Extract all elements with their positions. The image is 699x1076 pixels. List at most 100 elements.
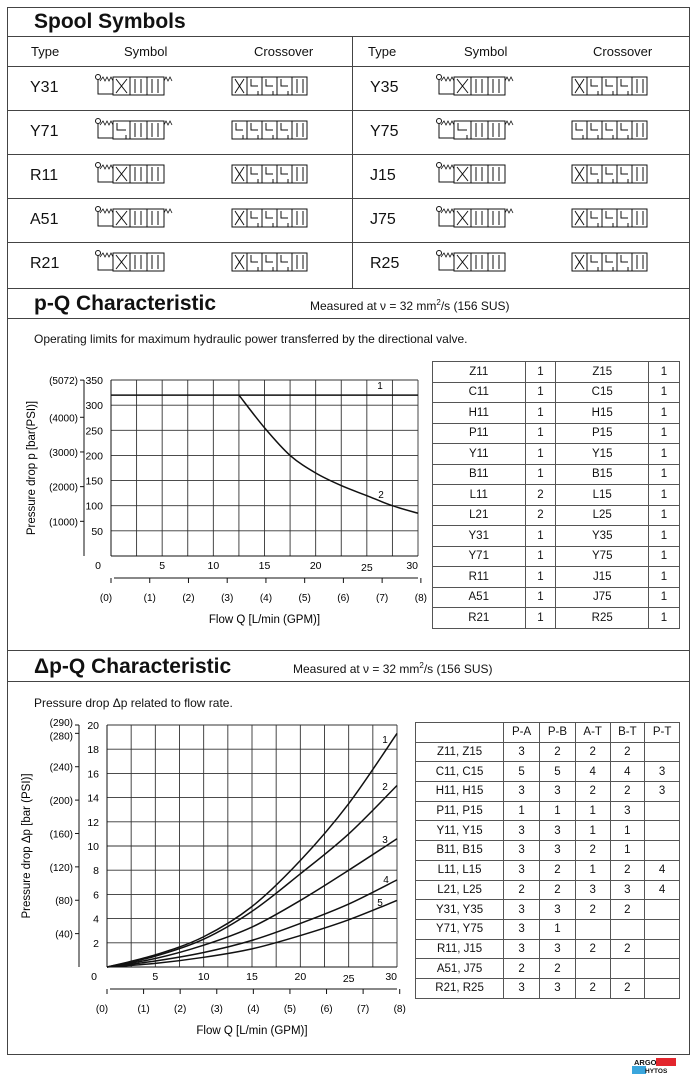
x-axis-label: Flow Q [L/min (GPM)] (209, 614, 320, 626)
table-cell: J15 (555, 566, 649, 588)
series-line-5 (106, 733, 398, 968)
table-cell: 1 (524, 566, 557, 588)
table-cell: 5 (538, 761, 576, 783)
y-axis-label: Pressure drop p [bar(PSI)] (26, 401, 38, 535)
table-row: L11 2 L15 1 (432, 484, 681, 506)
table-cell: L21 (432, 504, 526, 526)
table-cell: 1 (647, 586, 681, 608)
pq-measured: Measured at ν = 32 mm2/s (156 SUS) (310, 298, 510, 313)
table-cell: 3 (644, 761, 680, 783)
table-cell: Y31, Y35 (414, 899, 505, 920)
table-cell (644, 899, 680, 920)
x-tick-label: 30 (406, 560, 418, 572)
table-cell (644, 918, 680, 940)
table-row: Y11 1 Y15 1 (432, 443, 681, 465)
table-row: L21 2 L25 1 (432, 504, 681, 526)
table-cell: B11 (432, 463, 526, 485)
table-row: Y71 1 Y75 1 (432, 545, 681, 567)
table-row: R11, J15 3 3 2 2 (414, 938, 680, 960)
x-tick-label: 5 (159, 560, 165, 572)
table-cell: 3 (609, 879, 646, 901)
psi-tick-label: (200) (50, 796, 73, 807)
table-cell: C11, C15 (414, 761, 505, 783)
series-label-1: 1 (377, 381, 383, 392)
table-cell: 1 (647, 545, 681, 567)
crossover-symbol-icon (230, 160, 320, 201)
x-tick-label: 15 (259, 560, 271, 572)
series-label-4: 4 (383, 875, 389, 886)
table-cell: 1 (647, 443, 681, 465)
table-header-row: P-A P-B A-T B-T P-T (414, 722, 680, 743)
table-row: R21 1 R25 1 (432, 607, 681, 629)
table-cell: B-T (609, 722, 646, 743)
table-cell: 4 (644, 859, 680, 881)
psi-tick-label: (40) (55, 930, 73, 941)
table-cell: 2 (538, 879, 576, 901)
table-cell: A-T (574, 722, 611, 743)
pq-chart: 50 100 150 200 250 300 350 0 5 10 15 20 25 30 (1000) (2… (26, 375, 427, 626)
table-cell: Y11, Y15 (414, 820, 505, 842)
psi-tick-label: (4000) (49, 413, 78, 424)
table-row: H11, H15 3 3 2 2 3 (414, 781, 680, 802)
spool-symbol-icon (436, 248, 526, 289)
table-cell: 1 (647, 566, 681, 588)
table-cell: 1 (647, 381, 681, 403)
table-cell: 2 (609, 859, 646, 881)
table-cell: 1 (647, 402, 681, 424)
y-tick-label: 18 (87, 744, 99, 756)
crossover-symbol-icon (570, 204, 660, 245)
header-crossover: Crossover (254, 44, 314, 59)
table-cell: 1 (524, 443, 557, 465)
spool-symbol-icon (436, 204, 526, 245)
table-cell: 3 (538, 977, 576, 999)
spool-type: R25 (370, 255, 400, 272)
psi-tick-label: (290) (50, 718, 73, 729)
crossover-symbol-icon (230, 72, 320, 113)
table-cell: Z11 (432, 361, 526, 383)
y-tick-label: 20 (87, 720, 99, 732)
table-row: Z11 1 Z15 1 (432, 361, 681, 383)
y-axis-label: Pressure drop Δp [bar (PSI)] (21, 773, 33, 918)
crossover-symbol-icon (230, 204, 320, 245)
table-cell: C11 (432, 381, 526, 403)
series-label-2: 2 (378, 490, 384, 501)
table-cell: 3 (644, 781, 680, 802)
gpm-tick-label: (8) (394, 1004, 406, 1015)
psi-tick-label: (80) (55, 896, 73, 907)
table-cell: 3 (503, 938, 540, 960)
table-row: C11, C15 5 5 4 4 3 (414, 761, 680, 783)
table-cell (644, 800, 680, 822)
table-cell (644, 958, 680, 979)
table-cell: 3 (574, 879, 611, 901)
table-cell: 3 (503, 977, 540, 999)
table-cell: 3 (503, 859, 540, 881)
x-tick-label: 20 (294, 971, 306, 983)
table-row: P11, P15 1 1 1 3 (414, 800, 680, 822)
table-cell: 1 (524, 381, 557, 403)
table-cell: 4 (574, 761, 611, 783)
table-cell: P15 (555, 422, 649, 444)
x-axis-label: Flow Q [L/min (GPM)] (196, 1025, 307, 1037)
pq-description: Operating limits for maximum hydraulic p… (34, 332, 468, 346)
table-cell: 1 (647, 607, 681, 629)
series-label-5: 5 (377, 898, 383, 909)
spool-symbol-icon (95, 72, 215, 113)
table-cell: 2 (574, 741, 611, 763)
table-cell: Z15 (555, 361, 649, 383)
gpm-tick-label: (1) (137, 1004, 149, 1015)
y-tick-label: 200 (85, 450, 103, 462)
svg-text:ARGO: ARGO (634, 1058, 657, 1067)
table-cell: R21 (432, 607, 526, 629)
series-line-2 (238, 394, 419, 514)
table-cell: 4 (609, 761, 646, 783)
table-cell: 1 (647, 504, 681, 526)
table-row: Y31 1 Y35 1 (432, 525, 681, 547)
y-tick-label: 250 (85, 425, 103, 437)
dpq-table: P-A P-B A-T B-T P-T Z11, Z15 3 2 2 2 C11, C15 5 5 4 4 3… (414, 722, 680, 999)
series-label-3: 3 (382, 835, 388, 846)
y-tick-label: 10 (87, 841, 99, 853)
series-line-3 (106, 838, 398, 968)
dpq-title: Δp-Q Characteristic (34, 655, 232, 678)
spool-type: R21 (30, 255, 60, 272)
table-cell: Y31 (432, 525, 526, 547)
